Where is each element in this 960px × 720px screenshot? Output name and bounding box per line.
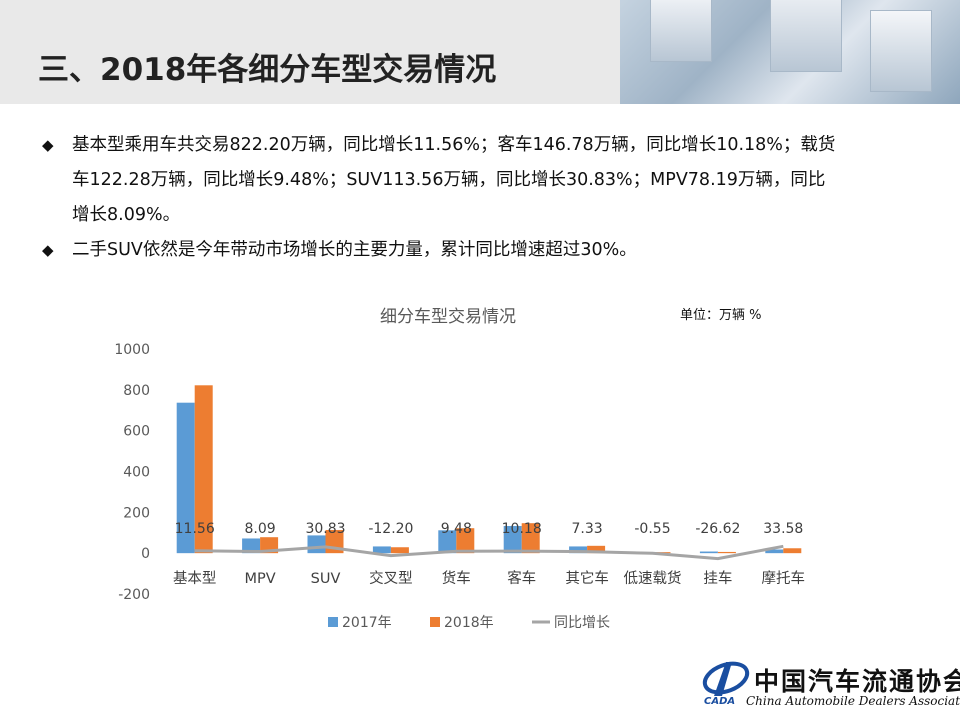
slide-header: 三、2018年各细分车型交易情况	[0, 0, 960, 104]
growth-line	[194, 544, 784, 561]
cada-emblem-icon	[702, 661, 750, 696]
growth-data-label: 8.09	[245, 521, 276, 537]
x-category-label: 货车	[442, 570, 471, 587]
y-tick-label: 400	[123, 465, 150, 481]
y-tick-label: 0	[141, 546, 150, 562]
bar-2018	[456, 528, 475, 554]
bar-2018	[783, 548, 802, 554]
cada-logo: CADA 中国汽车流通协会 China Automobile Dealers A…	[696, 656, 960, 716]
legend-label: 2017年	[342, 615, 392, 631]
y-tick-label: -200	[118, 587, 150, 603]
x-category-label: 交叉型	[369, 569, 413, 587]
logo-abbr: CADA	[704, 696, 736, 707]
growth-data-label: -26.62	[695, 521, 740, 537]
x-category-label: 基本型	[173, 570, 217, 587]
diamond-bullet-icon: ◆	[42, 136, 54, 154]
bar-2017	[503, 526, 522, 554]
chart-title: 细分车型交易情况	[380, 307, 516, 327]
bar-2017	[438, 530, 457, 554]
growth-data-labels: 11.56 8.09 30.83 -12.20 9.48 10.18 7.33 -0.55 -2…	[175, 521, 804, 537]
growth-data-label: 9.48	[441, 521, 472, 537]
x-category-label: 低速载货	[624, 570, 682, 587]
bar-2018	[521, 523, 540, 554]
bar-2018	[717, 551, 736, 554]
y-tick-label: 200	[123, 505, 150, 521]
bar-2017	[242, 538, 261, 554]
x-category-label: 摩托车	[762, 569, 806, 587]
growth-data-label: -0.55	[634, 521, 670, 537]
bar-2017	[765, 549, 784, 554]
bar-2018	[587, 545, 606, 554]
y-tick-label: 1000	[114, 342, 150, 358]
bullet-list: ◆ 基本型乘用车共交易822.20万辆，同比增长11.56%；客车146.78万…	[42, 128, 842, 268]
chart-legend: 2017年 2018年 同比增长	[328, 615, 610, 631]
growth-data-label: 11.56	[175, 521, 215, 537]
bar-2017	[569, 546, 588, 554]
legend-swatch	[328, 617, 338, 627]
growth-data-label: -12.20	[368, 521, 413, 537]
growth-data-label: 30.83	[305, 521, 345, 537]
bar-2018	[390, 547, 409, 554]
bar-2017	[176, 402, 195, 554]
bullet-text: 二手SUV依然是今年带动市场增长的主要力量，累计同比增速超过30%。	[72, 240, 637, 260]
cube-graphic	[770, 0, 842, 72]
bar-2017	[372, 546, 391, 554]
growth-data-label: 7.33	[572, 521, 603, 537]
legend-label: 2018年	[444, 615, 494, 631]
legend-swatch	[430, 617, 440, 627]
x-category-label: 客车	[507, 570, 536, 587]
unit-note: 单位：万辆 %	[680, 308, 762, 323]
cube-graphic	[870, 10, 932, 92]
y-tick-label: 800	[123, 383, 150, 399]
x-category-label: 其它车	[565, 569, 609, 587]
y-tick-label: 600	[123, 424, 150, 440]
growth-data-label: 10.18	[502, 521, 542, 537]
bullet-item: ◆ 基本型乘用车共交易822.20万辆，同比增长11.56%；客车146.78万…	[42, 128, 842, 233]
cube-graphic	[650, 0, 712, 62]
slide-title: 三、2018年各细分车型交易情况	[38, 52, 497, 88]
bar-series	[176, 385, 802, 554]
bullet-item: ◆ 二手SUV依然是今年带动市场增长的主要力量，累计同比增速超过30%。	[42, 233, 842, 268]
growth-line-series	[194, 544, 784, 561]
header-photo	[620, 0, 960, 104]
diamond-bullet-icon: ◆	[42, 241, 54, 259]
x-axis: 基本型 MPV SUV 交叉型 货车 客车 其它车 低速载货 挂车 摩托车	[173, 569, 805, 587]
logo-name-en: China Automobile Dealers Association	[746, 694, 960, 708]
bar-2017	[699, 551, 718, 554]
y-axis: -200 0 200 400 600 800 1000	[114, 342, 150, 603]
x-category-label: SUV	[311, 571, 341, 587]
bar-2018	[194, 385, 213, 554]
segment-trade-chart: 细分车型交易情况 单位：万辆 % -200 0 200 400 600 800 1000 1…	[114, 307, 805, 631]
x-category-label: MPV	[245, 571, 276, 587]
bar-2017	[307, 535, 326, 554]
x-category-label: 挂车	[703, 570, 732, 587]
legend-label: 同比增长	[554, 615, 610, 631]
growth-data-label: 33.58	[763, 521, 803, 537]
logo-name-cn: 中国汽车流通协会	[754, 667, 960, 696]
bullet-text: 基本型乘用车共交易822.20万辆，同比增长11.56%；客车146.78万辆，…	[72, 135, 836, 225]
